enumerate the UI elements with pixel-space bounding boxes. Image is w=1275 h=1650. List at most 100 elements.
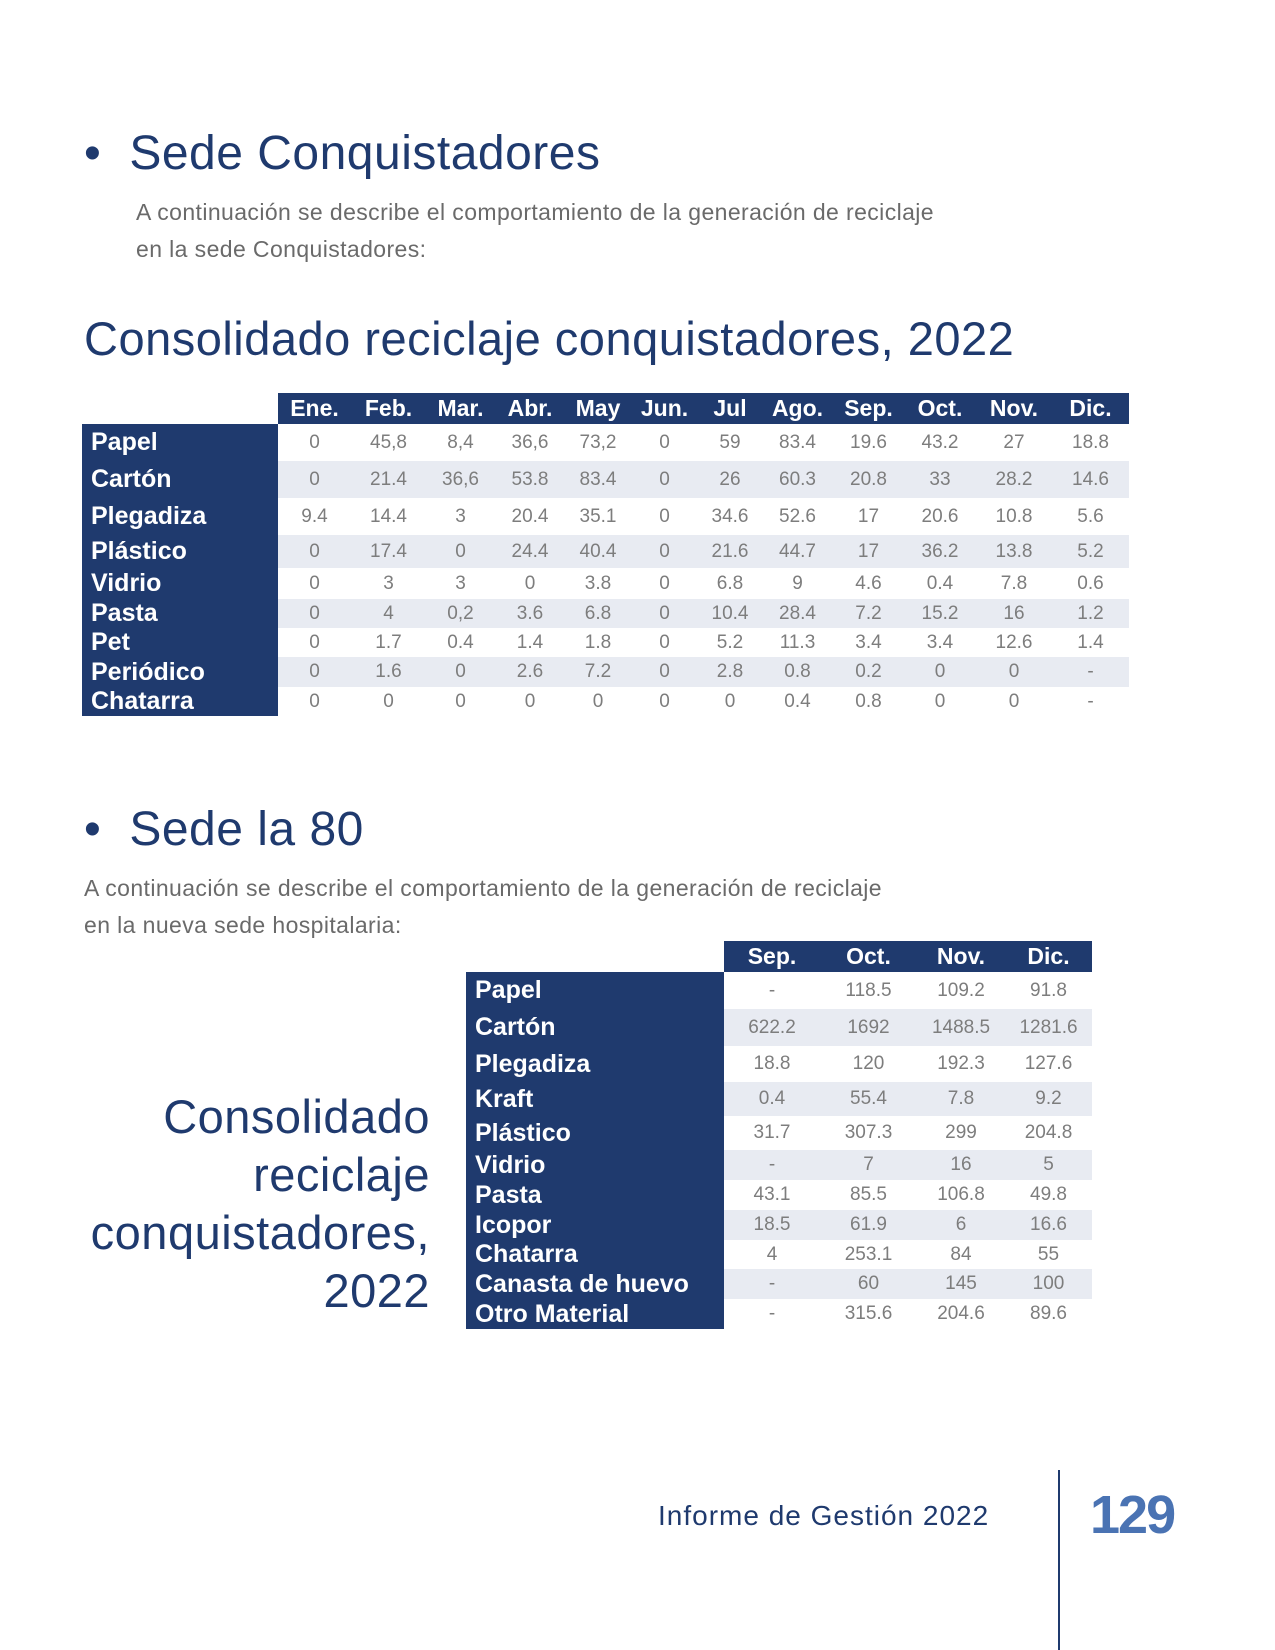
- table-cell: 0: [934, 690, 946, 712]
- table-cell: 36.2: [904, 535, 976, 568]
- table-row: Plegadiza 18.8 120 192.3 127.6: [466, 1046, 1092, 1082]
- row-label: Pet: [82, 628, 278, 657]
- table-cell: 14.4: [370, 505, 407, 527]
- table-cell: 36,6: [511, 431, 549, 453]
- table-cell: 16: [917, 1150, 1005, 1180]
- row-label: Chatarra: [82, 687, 278, 716]
- table-cell: 17.4: [351, 535, 426, 568]
- table-row: Canasta de huevo -60 145 100: [466, 1269, 1092, 1299]
- table-row: Chatarra 4 253.1 84 55: [466, 1240, 1092, 1269]
- table-cell: 0: [631, 535, 698, 568]
- table-row: Cartón 0 21.4 36,6 53.8 83.4 0 26 60.3 20.8 33 28.2…: [82, 461, 1129, 498]
- table-cell: 120: [852, 1053, 885, 1074]
- table-cell: 0: [976, 657, 1052, 687]
- side-title-line: Consolidado: [163, 1090, 430, 1143]
- table-row: Vidrio 0 3 3 0 3.8 0 6.8 9 4.6 0.4 7.8 0.6: [82, 568, 1129, 599]
- table-cell: -: [1052, 657, 1129, 687]
- section-title: Sede la 80: [129, 803, 364, 856]
- table-title: Consolidado reciclaje conquistadores, 20…: [84, 312, 1015, 365]
- table-cell: 0: [659, 690, 670, 712]
- table-cell: 0: [426, 535, 495, 568]
- table-cell: 0.4: [926, 572, 954, 594]
- table-cell: 204.8: [1024, 1122, 1073, 1143]
- table-cell: 7: [820, 1150, 917, 1180]
- table-cell: 15.2: [904, 599, 976, 628]
- table-cell: 10.8: [995, 505, 1033, 527]
- table-cell: 0: [278, 461, 351, 498]
- table-cell: 0: [724, 690, 736, 712]
- table-cell: 43.2: [921, 431, 959, 453]
- table-cell: 0: [904, 657, 976, 687]
- recycling-table-conquistadores: Ene. Feb. Mar. Abr. May Jun. Jul Ago. Sep. Oct. No…: [82, 393, 1129, 716]
- table-cell: 204.6: [937, 1303, 985, 1324]
- description-line: A continuación se describe el comportami…: [136, 199, 934, 225]
- row-label: Plástico: [82, 535, 278, 568]
- column-header: Oct.: [820, 941, 917, 972]
- side-table-title: Consolidado reciclaje conquistadores, 2022: [40, 1088, 430, 1320]
- column-header: Mar.: [426, 393, 495, 424]
- table-cell: 0,2: [426, 599, 495, 628]
- table-cell: 3: [383, 572, 394, 594]
- table-cell: 0.4: [784, 690, 811, 712]
- table-cell: 83.4: [779, 431, 816, 453]
- table-row: Otro Material - 315.6 204.6 89.6: [466, 1299, 1092, 1329]
- table-cell: 20.4: [511, 505, 549, 527]
- section-description: A continuación se describe el comportami…: [136, 194, 1096, 268]
- table-cell: 0: [278, 657, 351, 687]
- table-cell: 0: [383, 690, 394, 712]
- table-cell: 1.7: [375, 631, 402, 653]
- table-cell: 1692: [820, 1009, 917, 1046]
- column-header: Jul: [698, 393, 762, 424]
- table-cell: 0: [631, 657, 698, 687]
- table-cell: 17: [833, 535, 904, 568]
- table-cell: 33: [904, 461, 976, 498]
- table-cell: 0: [1008, 690, 1020, 712]
- table-cell: -: [1087, 690, 1094, 712]
- table-cell: 19.6: [850, 431, 887, 453]
- column-header: Nov.: [976, 393, 1052, 424]
- row-label: Plegadiza: [82, 498, 278, 535]
- table-cell: 622.2: [724, 1009, 820, 1046]
- table-cell: 85.5: [850, 1184, 887, 1205]
- table-cell: 9: [792, 572, 803, 594]
- table-cell: 10.4: [698, 599, 762, 628]
- table-cell: 55: [1037, 1243, 1060, 1265]
- section-description: A continuación se describe el comportami…: [84, 870, 1044, 944]
- table-row: Chatarra 0 0 0 0 0 0 0 0.4 0.8 0 0 -: [82, 687, 1129, 716]
- table-cell: 1.2: [1052, 599, 1129, 628]
- side-title-line: conquistadores,: [90, 1206, 430, 1259]
- row-label: Vidrio: [466, 1150, 724, 1180]
- table-cell: 21.6: [698, 535, 762, 568]
- table-cell: 0: [631, 599, 698, 628]
- table-cell: 3: [455, 572, 466, 594]
- table-cell: 1488.5: [917, 1009, 1005, 1046]
- table-cell: 0.2: [833, 657, 904, 687]
- column-header: Jun.: [631, 393, 698, 424]
- table-cell: 6: [917, 1210, 1005, 1240]
- table-cell: 1.8: [584, 631, 612, 653]
- table-cell: 16.6: [1005, 1210, 1092, 1240]
- table-cell: 61.9: [820, 1210, 917, 1240]
- table-cell: 0: [309, 631, 320, 653]
- table-cell: 0: [659, 431, 670, 453]
- table-cell: 0.8: [762, 657, 833, 687]
- table-cell: 299: [945, 1122, 977, 1143]
- table-cell: 0: [524, 690, 536, 712]
- footer-divider: [1058, 1470, 1060, 1650]
- table-cell: 28.2: [976, 461, 1052, 498]
- column-header: Dic.: [1005, 941, 1092, 972]
- table-cell: 28.4: [762, 599, 833, 628]
- table-cell: 3.4: [855, 631, 882, 653]
- table-cell: -: [724, 1150, 820, 1180]
- table-cell: 0.6: [1077, 572, 1104, 594]
- table-cell: 253.1: [844, 1243, 893, 1265]
- table-row: Pasta 43.1 85.5 106.8 49.8: [466, 1180, 1092, 1210]
- table-cell: 145: [917, 1269, 1005, 1299]
- table-row: Cartón 622.2 1692 1488.5 1281.6: [466, 1009, 1092, 1046]
- table-cell: 40.4: [565, 535, 631, 568]
- table-row: Vidrio -7 16 5: [466, 1150, 1092, 1180]
- table-cell: 6.8: [716, 572, 744, 594]
- table-cell: 2.8: [698, 657, 762, 687]
- table-cell: 2.6: [495, 657, 565, 687]
- table-row: Pasta 0 4 0,2 3.6 6.8 0 10.4 28.4 7.2 15.2 16 1.2: [82, 599, 1129, 628]
